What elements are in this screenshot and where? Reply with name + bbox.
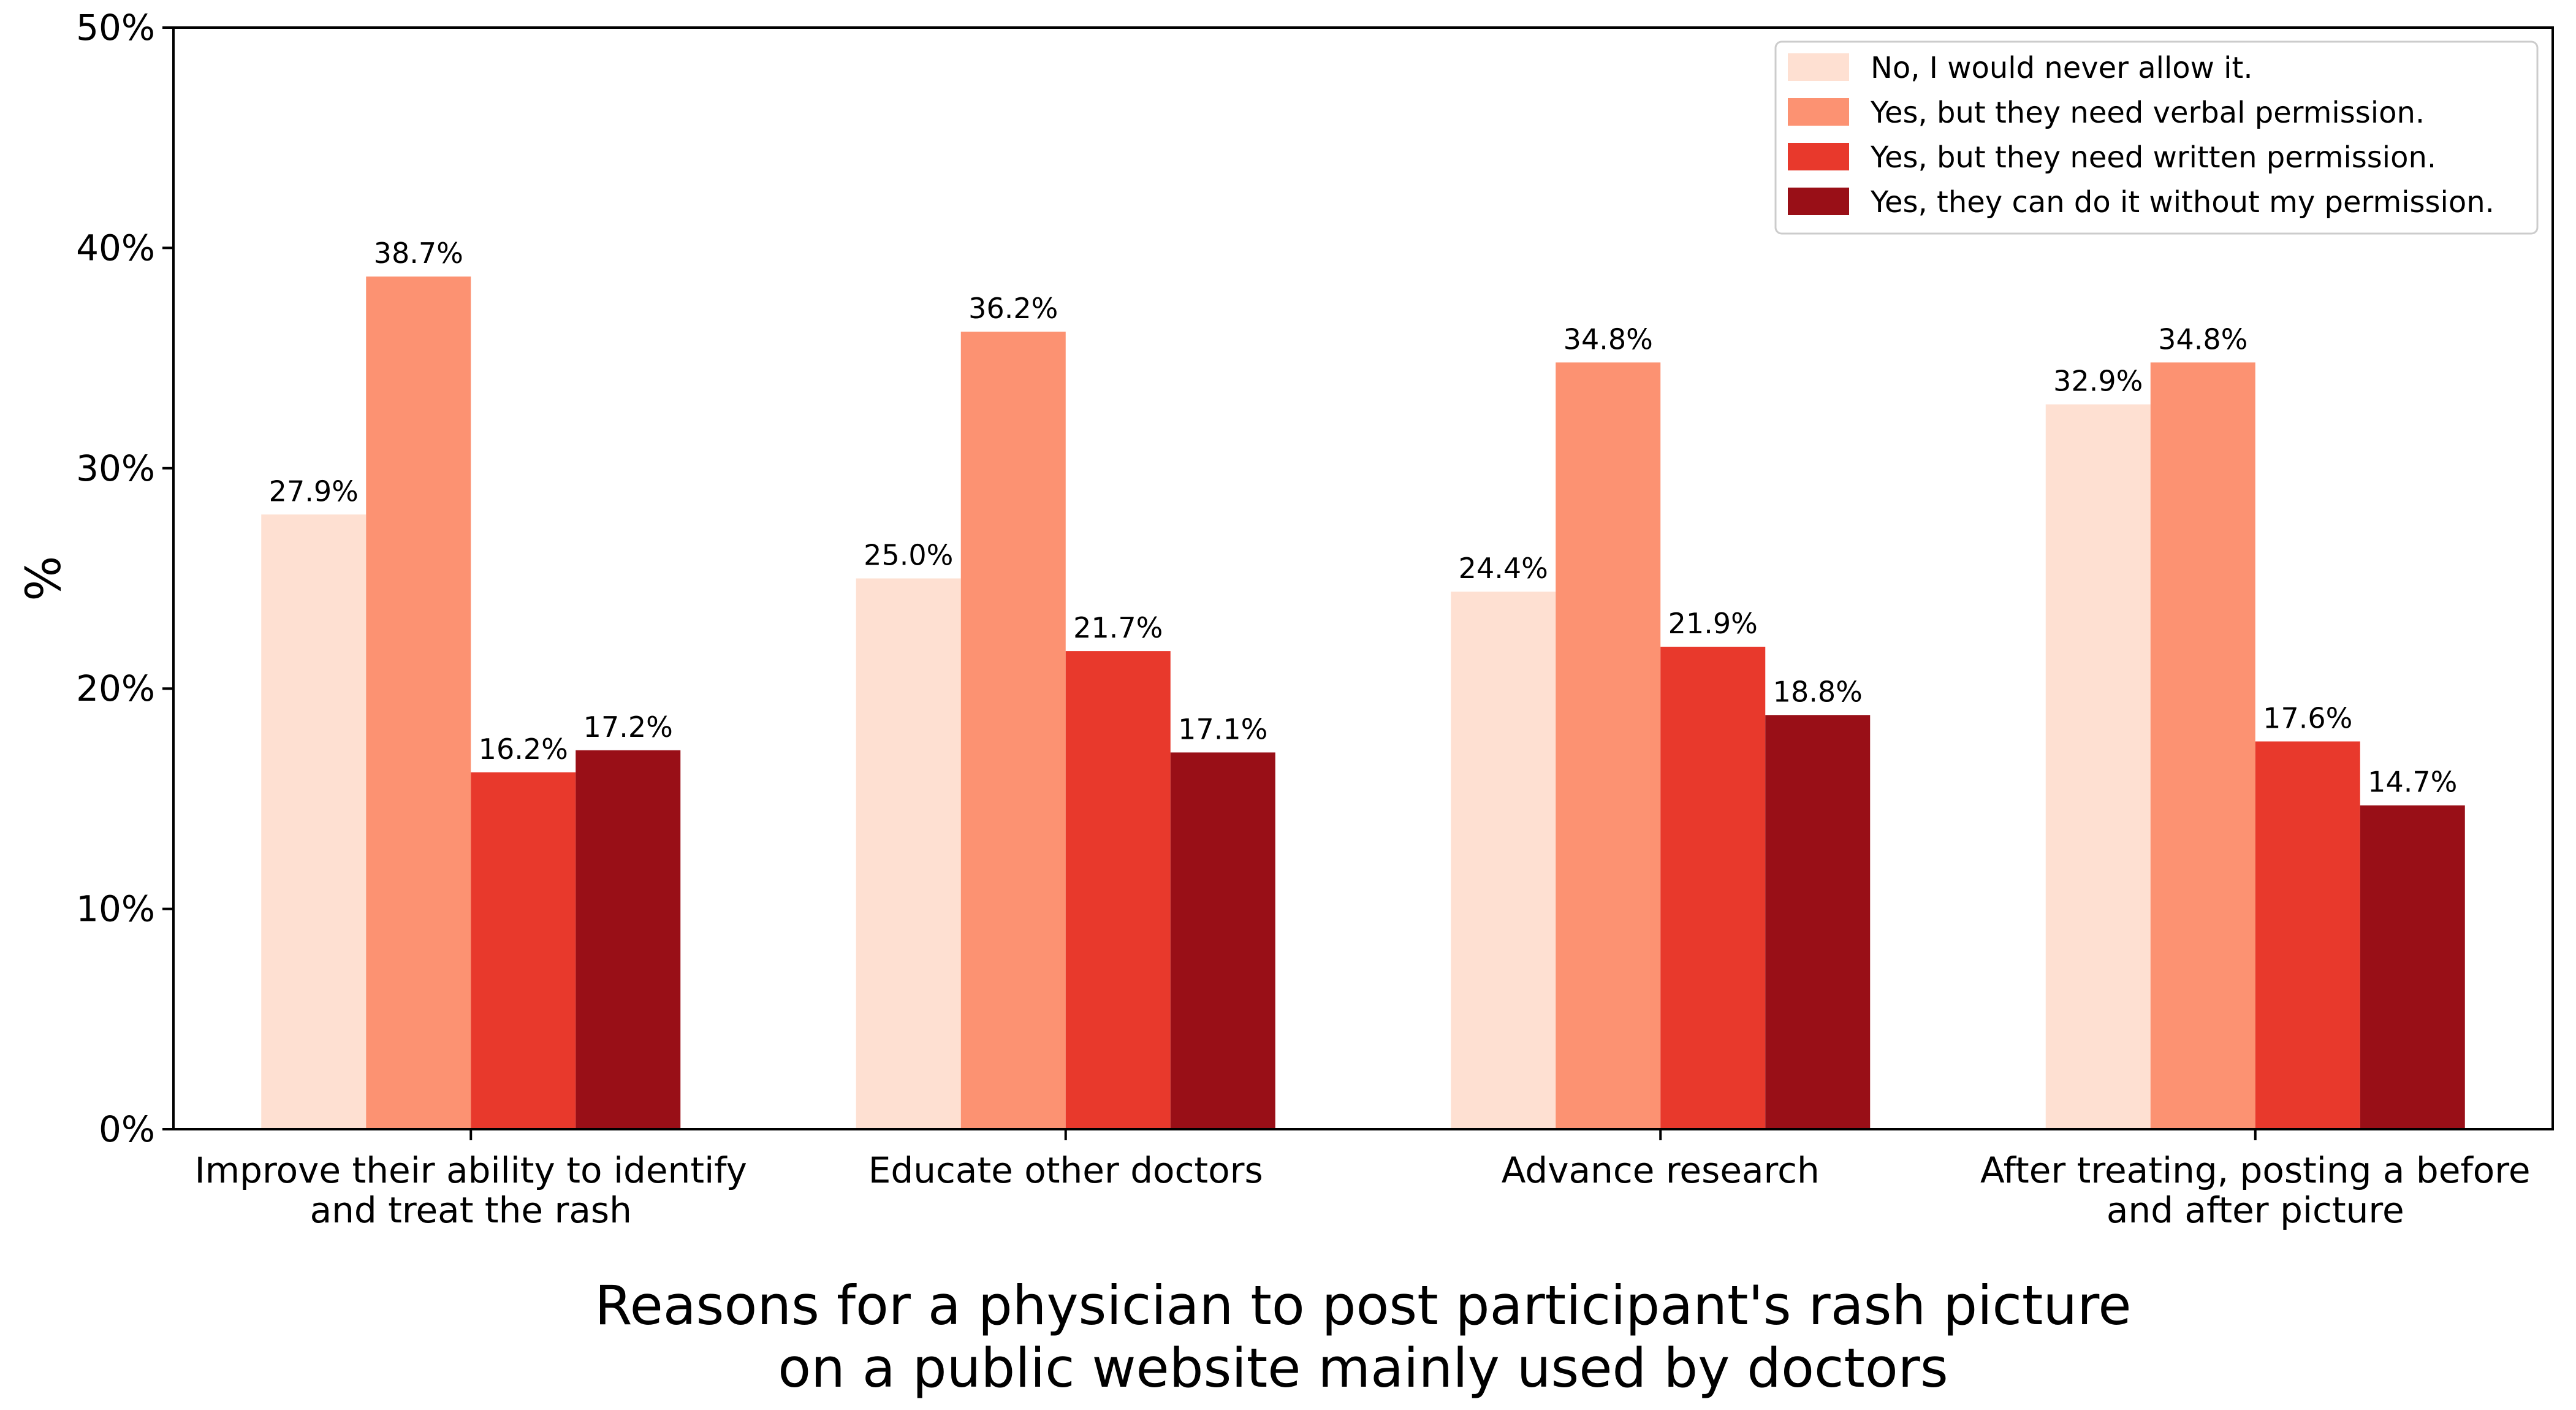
bars <box>261 276 2465 1130</box>
bar-value-label: 24.4% <box>1459 552 1548 585</box>
legend-swatch <box>1788 188 1849 215</box>
bar-1-series-2 <box>366 276 471 1129</box>
bar-value-label: 17.2% <box>583 711 673 744</box>
bar-1-series-1 <box>261 514 367 1129</box>
legend-label: No, I would never allow it. <box>1871 51 2253 85</box>
bar-value-label: 25.0% <box>864 539 953 572</box>
bar-3-series-1 <box>1451 592 1556 1129</box>
bar-value-label: 34.8% <box>1563 322 1653 356</box>
bar-4-series-3 <box>2255 741 2360 1129</box>
legend-swatch <box>1788 143 1849 170</box>
bar-4-series-1 <box>2045 404 2151 1129</box>
legend-label: Yes, they can do it without my permissio… <box>1870 185 2494 219</box>
bar-3-series-4 <box>1765 715 1871 1129</box>
bar-value-label: 14.7% <box>2368 766 2457 799</box>
legend: No, I would never allow it. Yes, but they… <box>1774 40 2539 235</box>
bar-value-label: 38.7% <box>374 237 463 270</box>
bar-value-label: 21.7% <box>1073 611 1163 644</box>
bar-value-label: 17.6% <box>2263 701 2352 734</box>
y-tick-label: 50% <box>76 7 155 48</box>
bar-3-series-2 <box>1556 362 1661 1129</box>
bar-2-series-2 <box>960 331 1066 1130</box>
y-tick-label: 20% <box>76 668 155 709</box>
bar-2-series-1 <box>856 578 961 1129</box>
x-axis: Improve their ability to identify and tre… <box>195 1129 2531 1231</box>
bar-1-series-4 <box>576 750 681 1129</box>
bar-2-series-4 <box>1170 752 1275 1129</box>
legend-label: Yes, but they need written permission. <box>1870 140 2436 175</box>
bar-value-label: 17.1% <box>1178 712 1267 745</box>
y-axis-label: % <box>17 555 72 601</box>
x-tick-label: Improve their ability to identify and tre… <box>195 1149 747 1231</box>
plot-area-frame <box>172 26 2554 1130</box>
bar-1-series-3 <box>471 772 576 1129</box>
y-tick-label: 10% <box>76 888 155 930</box>
bar-value-label: 36.2% <box>968 292 1058 325</box>
legend-swatch <box>1788 53 1849 81</box>
legend-frame <box>1774 40 2539 235</box>
bar-4-series-2 <box>2150 362 2255 1129</box>
bar-value-label: 27.9% <box>269 474 359 508</box>
y-tick-label: 30% <box>76 448 155 489</box>
bar-4-series-4 <box>2360 805 2465 1129</box>
bar-2-series-3 <box>1065 651 1171 1129</box>
legend-label: Yes, but they need verbal permission. <box>1870 96 2425 130</box>
x-tick-label: Educate other doctors <box>868 1149 1263 1191</box>
bar-value-labels: 27.9% 38.7% 16.2% 17.2% 25.0% 36.2% 21.7% 17.1%… <box>269 237 2458 799</box>
x-axis-label: Reasons for a physician to post particip… <box>595 1274 2131 1400</box>
x-tick-label: Advance research <box>1502 1149 1820 1191</box>
bar-3-series-3 <box>1660 646 1766 1129</box>
bar-value-label: 32.9% <box>2053 365 2143 398</box>
bar-value-label: 18.8% <box>1773 675 1863 708</box>
y-tick-label: 0% <box>99 1108 155 1150</box>
legend-swatch <box>1788 98 1849 126</box>
y-axis: 0% 10% 20% 30% 40% 50% <box>76 7 173 1150</box>
bar-value-label: 34.8% <box>2158 322 2247 356</box>
bar-value-label: 21.9% <box>1668 607 1758 640</box>
x-tick-label: After treating, posting a before and afte… <box>1980 1149 2531 1231</box>
y-tick-label: 40% <box>76 227 155 269</box>
bar-value-label: 16.2% <box>479 733 568 766</box>
